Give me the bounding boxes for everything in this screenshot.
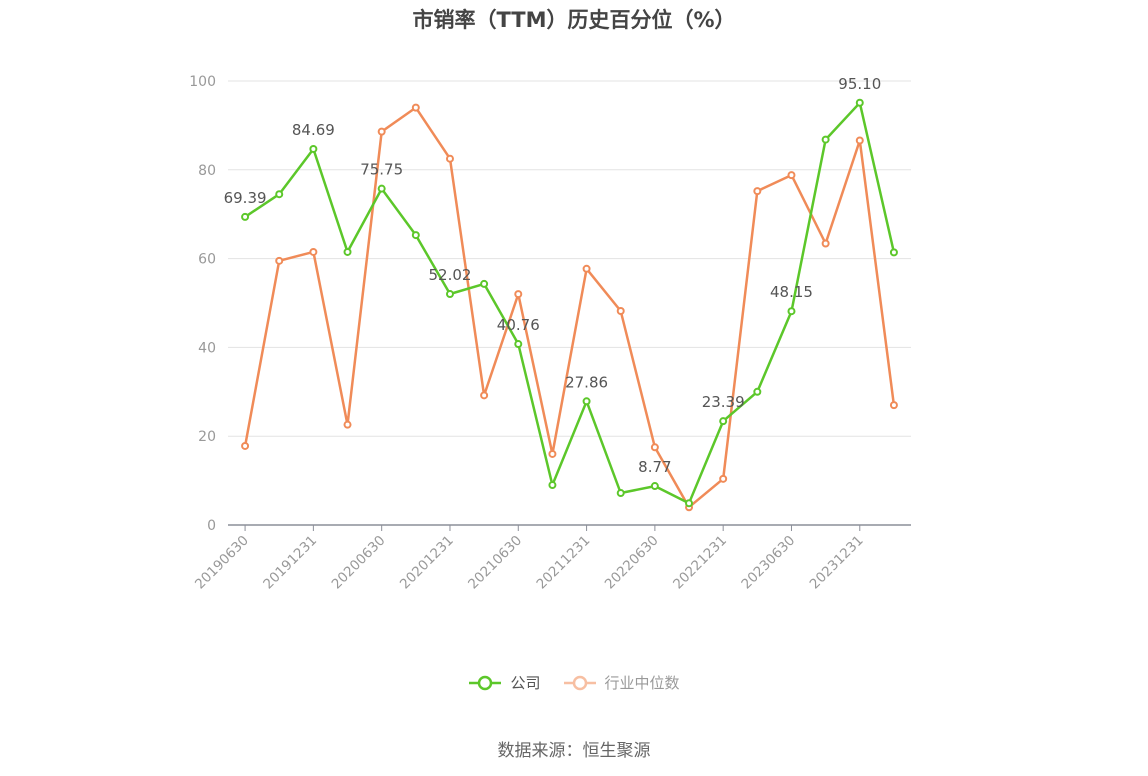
company-data-point bbox=[787, 307, 796, 316]
company-data-point bbox=[753, 387, 762, 396]
industry-series-line bbox=[243, 106, 896, 509]
company-data-point bbox=[548, 481, 557, 490]
legend-item-company[interactable]: 公司 bbox=[468, 672, 541, 693]
industry-data-point bbox=[275, 256, 284, 265]
line-chart: 0 20 40 60 80 100 20190630 20191231 20200630 2020… bbox=[189, 74, 911, 592]
industry-data-point bbox=[582, 264, 591, 273]
company-data-point bbox=[582, 397, 591, 406]
industry-data-point bbox=[821, 239, 830, 248]
industry-data-point bbox=[445, 154, 454, 163]
legend: 公司 行业中位数 bbox=[0, 672, 1148, 693]
industry-data-point bbox=[548, 449, 557, 458]
data-source: 数据来源：恒生聚源 bbox=[497, 741, 651, 761]
x-tick-label: 20221231 bbox=[670, 533, 730, 593]
legend-industry-marker-icon bbox=[563, 675, 596, 690]
company-data-point bbox=[343, 247, 352, 256]
industry-data-point bbox=[309, 247, 318, 256]
x-tick-label: 20220630 bbox=[602, 533, 662, 593]
company-data-label: 23.39 bbox=[702, 393, 745, 411]
y-tick-label: 40 bbox=[198, 340, 216, 356]
company-data-label: 84.69 bbox=[292, 121, 335, 139]
industry-data-point bbox=[480, 391, 489, 400]
company-data-label: 8.77 bbox=[638, 458, 671, 476]
company-data-label: 48.15 bbox=[770, 283, 813, 301]
company-data-label: 69.39 bbox=[224, 189, 267, 207]
chart-title: 市销率（TTM）历史百分位（%） bbox=[412, 8, 736, 32]
company-data-point bbox=[719, 417, 728, 426]
company-data-point bbox=[821, 135, 830, 144]
y-tick-label: 60 bbox=[198, 252, 216, 268]
x-tick-label: 20231231 bbox=[807, 533, 867, 593]
industry-data-point bbox=[241, 441, 250, 450]
company-series-line bbox=[244, 101, 896, 505]
x-tick-label: 20210630 bbox=[465, 533, 525, 593]
y-tick-label: 80 bbox=[198, 163, 216, 179]
company-data-label: 27.86 bbox=[565, 373, 608, 391]
x-tick-label: 20191231 bbox=[260, 533, 320, 593]
axes: 0 20 40 60 80 100 20190630 20191231 20200630 2020… bbox=[189, 74, 911, 592]
company-data-point bbox=[309, 144, 318, 153]
industry-data-point bbox=[889, 401, 898, 410]
company-data-point bbox=[616, 489, 625, 498]
industry-data-point bbox=[343, 420, 352, 429]
company-data-point bbox=[889, 248, 898, 257]
industry-data-point bbox=[855, 136, 864, 145]
x-tick-label: 20230630 bbox=[738, 533, 798, 593]
company-data-point bbox=[411, 231, 420, 240]
series-points bbox=[241, 98, 898, 512]
legend-company-marker-icon bbox=[469, 675, 502, 690]
company-data-point bbox=[377, 184, 386, 193]
x-tick-label: 20211231 bbox=[533, 533, 593, 593]
company-data-point bbox=[855, 98, 864, 107]
industry-data-point bbox=[377, 127, 386, 136]
industry-data-point bbox=[753, 187, 762, 196]
industry-data-point bbox=[719, 474, 728, 483]
y-tick-label: 20 bbox=[198, 429, 216, 445]
company-data-point bbox=[241, 212, 250, 221]
y-tick-label: 100 bbox=[189, 74, 216, 90]
x-tick-label: 20201231 bbox=[397, 533, 457, 593]
company-data-point bbox=[480, 279, 489, 288]
company-data-label: 40.76 bbox=[497, 316, 540, 334]
company-data-point bbox=[650, 482, 659, 491]
industry-data-point bbox=[514, 290, 523, 299]
legend-industry-label: 行业中位数 bbox=[604, 674, 680, 692]
company-data-point bbox=[685, 499, 694, 508]
x-tick-label: 20190630 bbox=[192, 533, 252, 593]
x-tick-label: 20200630 bbox=[329, 533, 389, 593]
grid-lines bbox=[228, 80, 911, 437]
legend-item-industry-median[interactable]: 行业中位数 bbox=[563, 672, 680, 693]
industry-data-point bbox=[787, 171, 796, 180]
data-labels: 69.39 84.69 75.75 52.02 40.76 27.86 8.77 23.39 4… bbox=[224, 75, 882, 476]
company-data-point bbox=[275, 190, 284, 199]
company-data-point bbox=[514, 340, 523, 349]
company-data-label: 52.02 bbox=[428, 266, 471, 284]
industry-data-point bbox=[650, 443, 659, 452]
industry-data-point bbox=[616, 306, 625, 315]
company-data-label: 75.75 bbox=[360, 161, 403, 179]
legend-company-label: 公司 bbox=[510, 674, 541, 692]
industry-data-point bbox=[411, 103, 420, 112]
company-data-point bbox=[445, 290, 454, 299]
company-data-label: 95.10 bbox=[838, 75, 881, 93]
series-lines bbox=[243, 101, 896, 509]
y-tick-label: 0 bbox=[207, 518, 216, 534]
